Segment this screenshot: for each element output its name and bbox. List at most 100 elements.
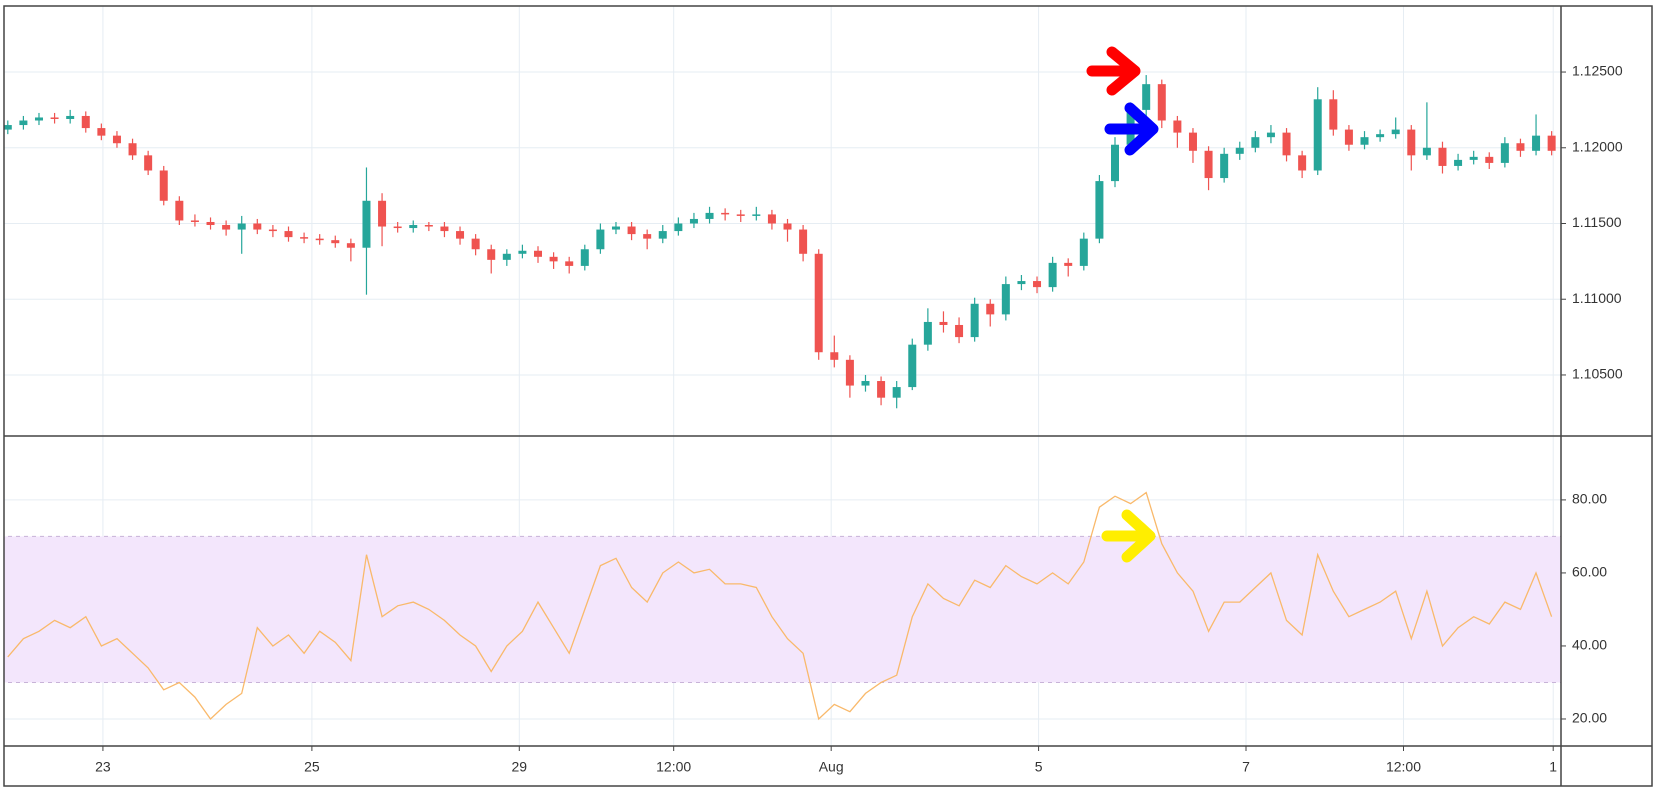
candle-body — [986, 303, 995, 315]
candle-body — [190, 220, 199, 222]
candle-body — [861, 381, 870, 386]
candle-body — [1532, 135, 1541, 151]
candle-body — [362, 200, 371, 248]
blue-arrow — [1104, 102, 1159, 156]
candle-body — [877, 381, 886, 398]
candle-body — [502, 253, 511, 260]
candle-body — [1079, 238, 1088, 266]
y-tick-label: 1.12000 — [1572, 138, 1623, 154]
candle-body — [1017, 281, 1026, 285]
candle-body — [1344, 129, 1353, 145]
candle-body — [393, 226, 402, 229]
candle-body — [1235, 147, 1244, 154]
candle-body — [1266, 132, 1275, 138]
candle-body — [66, 115, 75, 119]
yellow-arrow — [1101, 509, 1156, 563]
candle-body — [970, 303, 979, 338]
candle-body — [1251, 137, 1260, 148]
candle-body — [752, 214, 761, 216]
candle-body — [783, 223, 792, 230]
candle-body — [315, 238, 324, 241]
candle-body — [1064, 262, 1073, 266]
candle-body — [1360, 137, 1369, 145]
candle-body — [19, 120, 28, 126]
y-tick-label: 40.00 — [1572, 637, 1607, 653]
x-tick-label: 1 — [1549, 759, 1557, 775]
candle-body — [534, 250, 543, 257]
y-tick-label: 20.00 — [1572, 710, 1607, 726]
y-tick-label: 1.11000 — [1572, 290, 1622, 306]
candle-body — [1111, 144, 1119, 182]
candle-body — [112, 135, 121, 144]
candle-body — [1469, 156, 1478, 160]
candle-body — [409, 225, 418, 229]
candle-body — [440, 226, 449, 232]
candle-body — [518, 250, 527, 254]
candle-body — [955, 324, 964, 338]
price-panel — [4, 6, 1561, 436]
candle-body — [128, 143, 137, 156]
candle-body — [1376, 134, 1385, 138]
candle-body — [1220, 153, 1229, 179]
candle-body — [1048, 262, 1057, 288]
candle-body — [643, 234, 652, 239]
candle-body — [1516, 143, 1525, 151]
x-tick-label: 12:00 — [656, 759, 691, 775]
candle-body — [565, 261, 574, 266]
candle-body — [159, 170, 168, 201]
candle-body — [4, 125, 12, 130]
candle-body — [845, 359, 854, 386]
candle-body — [424, 225, 433, 227]
candle-body — [471, 238, 480, 250]
candle-body — [1500, 143, 1509, 163]
rsi-panel — [4, 436, 1561, 746]
candle-body — [549, 256, 558, 262]
candle-body — [1407, 129, 1416, 156]
candle-body — [34, 117, 43, 121]
x-tick-label: 5 — [1035, 759, 1043, 775]
candle-body — [1095, 181, 1104, 239]
candle-body — [1173, 120, 1182, 133]
candle-body — [1485, 156, 1494, 163]
y-tick-label: 1.10500 — [1572, 366, 1623, 382]
candle-body — [487, 249, 496, 260]
axes: 1.10500 1.11000 1.11500 1.12000 1.12500 20.00… — [95, 63, 1623, 775]
x-tick-label: Aug — [819, 759, 844, 775]
candle-body — [658, 231, 667, 239]
x-tick-label: 25 — [304, 759, 320, 775]
candle-body — [1204, 150, 1213, 179]
candle-body — [1298, 155, 1307, 171]
candle-body — [1329, 99, 1338, 130]
candle-body — [1313, 99, 1322, 171]
candle-body — [268, 229, 277, 232]
candle-body — [1157, 84, 1166, 121]
candle-body — [767, 214, 776, 224]
candle-body — [1547, 135, 1556, 151]
x-tick-label: 12:00 — [1386, 759, 1421, 775]
candle-body — [689, 218, 698, 224]
candle-body — [237, 223, 246, 230]
candle-body — [892, 387, 901, 398]
candle-body — [50, 117, 59, 119]
x-tick-label: 7 — [1242, 759, 1250, 775]
candle-body — [331, 240, 340, 244]
candle-body — [456, 231, 465, 239]
candle-body — [1001, 284, 1010, 315]
candle-body — [1282, 132, 1291, 156]
frame — [3, 5, 1653, 787]
candle-body — [799, 229, 808, 254]
candle-body — [378, 200, 387, 227]
x-tick-label: 23 — [95, 759, 111, 775]
candle-body — [144, 155, 153, 171]
candle-body — [97, 128, 106, 136]
candle-body — [1438, 147, 1447, 166]
candle-body — [1422, 147, 1431, 156]
y-tick-label: 1.11500 — [1572, 214, 1622, 230]
candle-body — [939, 321, 948, 325]
candle-body — [300, 237, 309, 239]
candle-body — [1188, 132, 1197, 151]
candle-body — [627, 226, 636, 235]
candle-body — [596, 229, 605, 250]
candle-body — [674, 223, 683, 232]
